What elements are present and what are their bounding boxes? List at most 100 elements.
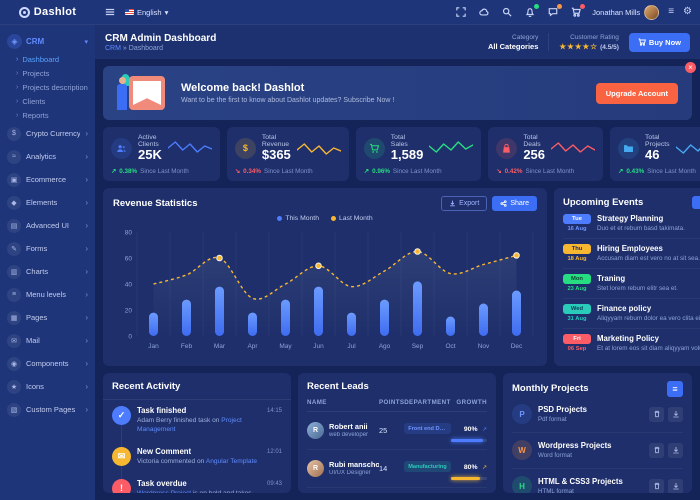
line-marker-Dec[interactable] [513, 252, 520, 259]
growth-arrow-icon: ↗ [481, 465, 487, 472]
export-button[interactable]: Export [441, 195, 488, 211]
sidebar-item-menu-levels[interactable]: ≡ Menu levels › [0, 283, 95, 306]
sidebar-item-components[interactable]: ◉ Components › [0, 352, 95, 375]
event-title: Marketing Policy [597, 334, 659, 344]
category-selector[interactable]: Category All Categories [488, 34, 538, 51]
bar-Jun[interactable] [314, 286, 323, 336]
chevron-icon: › [16, 111, 19, 119]
activity-link[interactable]: Angular Template [205, 457, 257, 465]
chevron-right-icon: › [85, 221, 88, 230]
notifications-bell-icon[interactable] [523, 4, 540, 19]
bar-Sep[interactable] [413, 281, 422, 336]
sidebar-item-custom-pages[interactable]: ▧ Custom Pages › [0, 398, 95, 421]
sidebar-item-charts[interactable]: ▥ Charts › [0, 260, 95, 283]
sidebar-subitem-projects[interactable]: › Projects [0, 66, 95, 80]
bar-Apr[interactable] [248, 312, 257, 336]
project-delete-button[interactable] [649, 478, 664, 493]
bar-Nov[interactable] [479, 303, 488, 336]
event-date: 31 Aug [567, 316, 587, 323]
project-download-button[interactable] [668, 406, 683, 422]
sidebar-subitem-reports[interactable]: › Reports [0, 108, 95, 122]
chevron-right-icon: › [85, 267, 88, 276]
monthly-projects-card: Monthly Projects ≡ P PSD Projects Pdf fo… [503, 372, 692, 493]
activity-link[interactable]: Wordpress Project [137, 490, 191, 493]
project-delete-button[interactable] [649, 442, 664, 458]
stat-footnote: ↗ 0.96% Since Last Month [364, 168, 474, 175]
sidebar-subitem-label: Reports [22, 110, 49, 120]
sidebar: ◈ CRM ▾ › Dashboard › Projects › Projects des… [0, 25, 95, 500]
project-download-button[interactable] [668, 478, 683, 493]
banner-close-icon[interactable]: × [685, 62, 696, 73]
share-label: Share [510, 199, 529, 207]
bar-Jan[interactable] [149, 312, 158, 336]
language-selector[interactable]: English ▾ [125, 8, 168, 17]
event-day-badge: Wed [563, 304, 591, 315]
logo[interactable]: Dashlot [0, 0, 95, 24]
sidebar-item-label: Menu levels [26, 290, 67, 299]
leads-header-name: NAME [307, 398, 327, 406]
share-button[interactable]: Share [492, 195, 537, 211]
lead-row-robert-anii[interactable]: R Robert anii web developer 25 Front end… [307, 412, 487, 450]
hamburger-menu-icon[interactable] [103, 5, 117, 19]
sidebar-subitem-projects-description[interactable]: › Projects description [0, 80, 95, 94]
lead-row-marckh-roz[interactable]: M Marckh Roz Graphic Designer 18 Marketi… [307, 488, 487, 493]
lead-name: Robert anii [329, 422, 368, 432]
buy-now-button[interactable]: Buy Now [628, 32, 690, 52]
sidebar-item-forms[interactable]: ✎ Forms › [0, 237, 95, 260]
sidebar-item-crypto-currency[interactable]: $ Crypto Currency › [0, 122, 95, 145]
bar-Mar[interactable] [215, 286, 224, 336]
svg-text:Ago: Ago [379, 343, 391, 350]
chevron-right-icon: › [85, 336, 88, 345]
sidebar-item-advanced-ui[interactable]: ▤ Advanced UI › [0, 214, 95, 237]
project-row-html-css3-projects: H HTML & CSS3 Projects HTML format [512, 469, 683, 493]
sidebar-subitem-clients[interactable]: › Clients [0, 94, 95, 108]
show-all-button[interactable]: Show All [691, 195, 700, 209]
advanced-ui-icon: ▤ [7, 218, 21, 233]
project-download-button[interactable] [668, 442, 683, 458]
bar-Dec[interactable] [512, 290, 521, 336]
event-description: Duo et et rebum basd takimata. [597, 225, 685, 233]
sidebar-item-analytics[interactable]: ≈ Analytics › [0, 145, 95, 168]
sidebar-section-crm[interactable]: ◈ CRM ▾ [0, 31, 95, 52]
line-marker-Jun[interactable] [315, 262, 322, 270]
stat-label: Active Clients [138, 134, 159, 148]
sidebar-item-mail[interactable]: ✉ Mail › [0, 329, 95, 352]
cloud-icon[interactable] [477, 5, 491, 19]
line-marker-Mar[interactable] [216, 254, 223, 262]
cart-icon[interactable] [569, 4, 586, 19]
messages-chat-icon[interactable] [546, 4, 563, 19]
projects-menu-icon[interactable]: ≡ [667, 380, 683, 397]
upgrade-account-button[interactable]: Upgrade Account [595, 82, 678, 104]
legend-item-this-month[interactable]: This Month [277, 215, 319, 222]
settings-gear-icon[interactable]: ⚙ [683, 6, 692, 17]
legend-item-last-month[interactable]: Last Month [330, 215, 373, 222]
event-date: 06 Sep [567, 346, 587, 353]
activity-link[interactable]: Project Management [137, 416, 242, 433]
category-value: All Categories [487, 41, 539, 51]
sidebar-item-pages[interactable]: ▦ Pages › [0, 306, 95, 329]
sidebar-item-icons[interactable]: ★ Icons › [0, 375, 95, 398]
bar-May[interactable] [281, 299, 290, 336]
bar-Oct[interactable] [446, 316, 455, 336]
line-marker-Sep[interactable] [414, 248, 421, 255]
fullscreen-icon[interactable] [454, 5, 468, 19]
right-sidebar-toggle-icon[interactable]: ≡ [668, 6, 675, 17]
bar-Feb[interactable] [182, 299, 191, 336]
logo-icon [18, 6, 30, 18]
bar-Ago[interactable] [380, 299, 389, 336]
project-format: Word format [538, 452, 572, 460]
lead-row-rubi-manscho[interactable]: R Rubi manscho UI/UX Designer 14 Manufac… [307, 450, 487, 488]
project-delete-button[interactable] [649, 406, 664, 422]
svg-text:Feb: Feb [181, 343, 193, 350]
sidebar-item-elements[interactable]: ◆ Elements › [0, 191, 95, 214]
sidebar-item-ecommerce[interactable]: ▣ Ecommerce › [0, 168, 95, 191]
stat-label: Total Projects [645, 134, 670, 148]
lead-points: 25 [379, 425, 388, 435]
sidebar-subitem-dashboard[interactable]: › Dashboard [0, 52, 95, 66]
stat-note: Since Last Month [392, 167, 442, 175]
breadcrumb-root[interactable]: CRM [105, 44, 121, 52]
main-area: × Welcome back! Dashlot Want to be the f… [95, 59, 700, 500]
bar-Jul[interactable] [347, 312, 356, 336]
search-icon[interactable] [500, 5, 514, 19]
user-menu[interactable]: Jonathan Mills [592, 4, 660, 20]
